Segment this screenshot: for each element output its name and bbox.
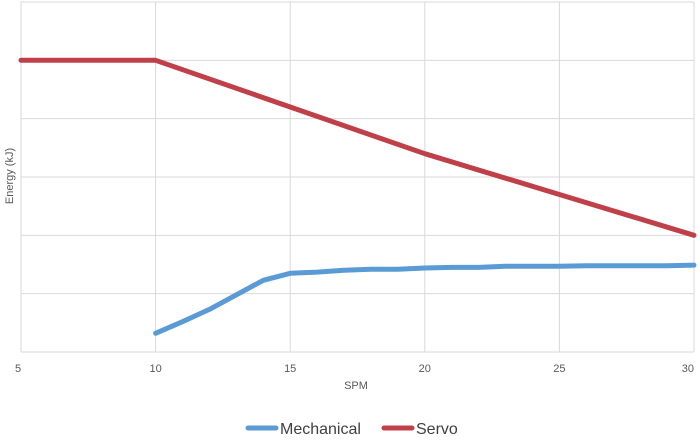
x-tick-label: 30 [682,363,694,375]
series-lines [18,57,697,336]
legend: Mechanical Servo [245,421,458,438]
series-line-mechanical [153,262,697,336]
y-axis-title: Energy (kJ) [4,148,16,204]
x-tick-label: 20 [419,363,431,375]
series-line-servo [18,57,697,238]
x-tick-label: 15 [284,363,296,375]
x-tick-label: 25 [553,363,565,375]
legend-item-mechanical: Mechanical [245,421,361,438]
legend-label: Servo [416,421,458,438]
x-tick-labels: 5 10 15 20 25 30 [15,363,694,375]
x-axis-title: SPM [344,380,368,392]
x-tick-label: 5 [15,363,21,375]
legend-item-servo: Servo [381,421,458,438]
legend-label: Mechanical [280,421,361,438]
x-tick-label: 10 [149,363,161,375]
gridlines [20,1,695,353]
